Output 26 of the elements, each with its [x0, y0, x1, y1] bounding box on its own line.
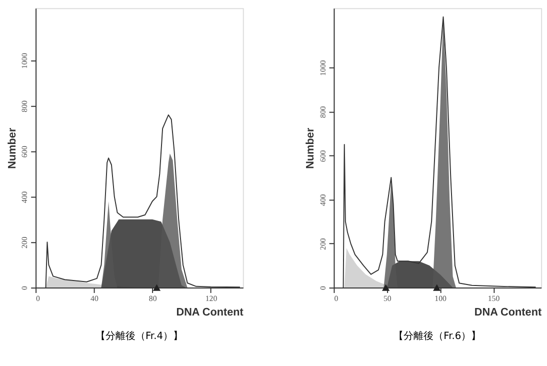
x-tick-label: 100 [434, 294, 447, 303]
y-tick-label: 0 [20, 286, 30, 290]
y-tick-label: 800 [20, 100, 30, 112]
y-tick-label: 1000 [318, 60, 328, 76]
y-tick-label: 1000 [20, 52, 30, 69]
y-tick-label: 200 [318, 238, 328, 250]
y-tick-label: 0 [318, 286, 328, 290]
x-tick-label: 80 [148, 294, 157, 303]
y-axis-title: Number [6, 127, 18, 169]
y-axis-title: Number [304, 127, 316, 169]
y-tick-label: 200 [20, 236, 30, 249]
x-tick-label: 150 [488, 294, 500, 303]
text: 【分離後（Fr.6）】 [394, 330, 482, 342]
x-axis-title: DNA Content [176, 306, 244, 319]
y-tick-label: 800 [318, 106, 328, 118]
x-tick-label: 0 [334, 294, 338, 303]
x-tick-label: 0 [36, 294, 40, 303]
x-tick-label: 50 [383, 294, 392, 303]
x-axis-title: DNA Content [474, 306, 542, 319]
y-tick-label: 400 [20, 191, 30, 204]
y-tick-label: 600 [318, 150, 328, 162]
x-tick-label: 120 [205, 294, 218, 303]
x-tick-label: 40 [90, 294, 98, 303]
y-tick-label: 400 [318, 194, 328, 206]
text: 【分離後（Fr.4）】 [95, 330, 183, 342]
y-tick-label: 600 [20, 146, 30, 158]
